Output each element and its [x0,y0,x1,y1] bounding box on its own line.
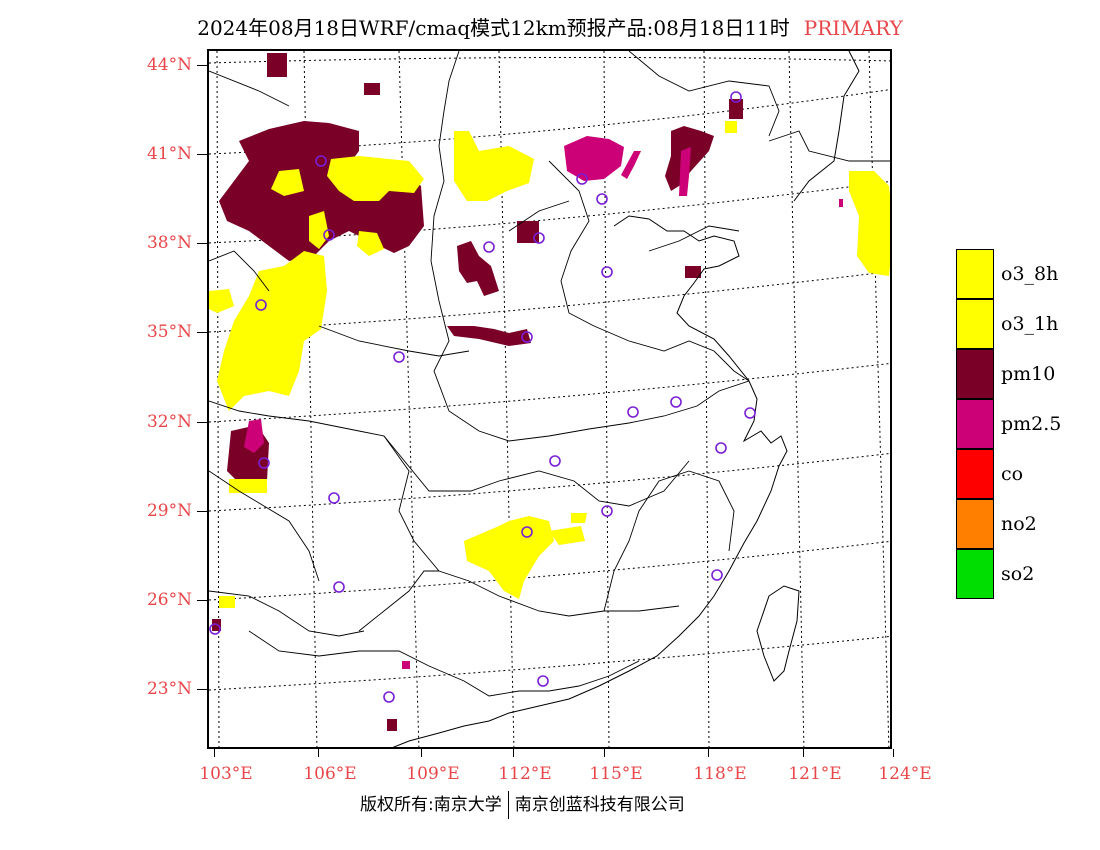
longitude-label: 121°E [788,764,842,784]
station-marker [333,581,345,593]
legend-label: o3_1h [1001,313,1059,335]
longitude-label: 106°E [303,764,357,784]
station-marker [521,526,533,538]
station-marker [576,173,588,185]
legend-label: pm2.5 [1001,413,1062,435]
latitude-tick [197,332,207,333]
longitude-tick [803,749,804,757]
station-marker [715,442,727,454]
longitude-label: 124°E [878,764,932,784]
legend-item: o3_1h [956,299,1096,349]
copyright-left: 版权所有:南京大学 [360,795,502,815]
legend-label: co [1001,463,1024,485]
station-marker [601,505,613,517]
legend-label: no2 [1001,513,1037,535]
station-marker [209,623,221,635]
longitude-tick [893,749,894,757]
legend-label: o3_8h [1001,263,1059,285]
longitude-tick [513,749,514,757]
station-marker [601,266,613,278]
station-marker [670,396,682,408]
station-marker [255,299,267,311]
legend-swatch [956,249,994,299]
latitude-label: 44°N [146,55,192,75]
legend-swatch [956,549,994,599]
coastline [392,51,860,747]
legend-item: pm10 [956,349,1096,399]
longitude-tick [708,749,709,757]
legend-label: pm10 [1001,363,1056,385]
copyright-right: 南京创蓝科技有限公司 [514,795,685,815]
legend-item: o3_8h [956,249,1096,299]
latitude-tick [197,600,207,601]
station-marker [537,675,549,687]
latitude-label: 35°N [146,322,192,342]
latitude-tick [197,422,207,423]
latitude-label: 23°N [146,679,192,699]
legend-swatch [956,349,994,399]
longitude-label: 103°E [199,764,253,784]
station-marker [258,457,270,469]
station-marker [521,331,533,343]
legend-swatch [956,399,994,449]
map-title: 2024年08月18日WRF/cmaq模式12km预报产品:08月18日11时 P… [0,12,1100,41]
latitude-tick [197,511,207,512]
station-marker [383,691,395,703]
station-marker [730,91,742,103]
station-marker [627,406,639,418]
copyright-footer: 版权所有:南京大学 南京创蓝科技有限公司 [360,790,685,819]
o3-field [209,121,890,608]
longitude-tick [214,749,215,757]
longitude-tick [604,749,605,757]
pm10-field [212,53,743,731]
longitude-tick [318,749,319,757]
station-marker [483,241,495,253]
map-panel [207,49,892,749]
latitude-label: 41°N [146,144,192,164]
legend-item: no2 [956,499,1096,549]
latitude-tick [197,689,207,690]
station-marker [323,229,335,241]
title-text: 2024年08月18日WRF/cmaq模式12km预报产品:08月18日11时 [197,16,790,40]
legend-item: co [956,449,1096,499]
longitude-tick [421,749,422,757]
legend-swatch [956,299,994,349]
station-marker [328,492,340,504]
latitude-tick [197,65,207,66]
legend: o3_8h o3_1h pm10 pm2.5 co no2 so2 [956,249,1096,599]
latitude-tick [197,243,207,244]
station-marker [549,455,561,467]
legend-item: so2 [956,549,1096,599]
latitude-label: 32°N [146,412,192,432]
longitude-label: 109°E [406,764,460,784]
latitude-label: 29°N [146,501,192,521]
province-boundaries [209,51,890,697]
station-markers [209,91,756,703]
legend-swatch [956,499,994,549]
pollution-map [209,51,890,747]
station-marker [711,569,723,581]
longitude-label: 115°E [589,764,643,784]
pm25-field [244,136,843,669]
title-tag: PRIMARY [803,16,903,40]
longitude-label: 118°E [693,764,747,784]
legend-item: pm2.5 [956,399,1096,449]
station-marker [533,232,545,244]
station-marker [596,193,608,205]
latitude-tick [197,154,207,155]
longitude-label: 112°E [498,764,552,784]
station-marker [393,351,405,363]
legend-label: so2 [1001,563,1035,585]
legend-swatch [956,449,994,499]
latitude-label: 38°N [146,233,192,253]
footer-separator [507,791,509,819]
station-marker [315,155,327,167]
latitude-label: 26°N [146,590,192,610]
station-marker [744,407,756,419]
